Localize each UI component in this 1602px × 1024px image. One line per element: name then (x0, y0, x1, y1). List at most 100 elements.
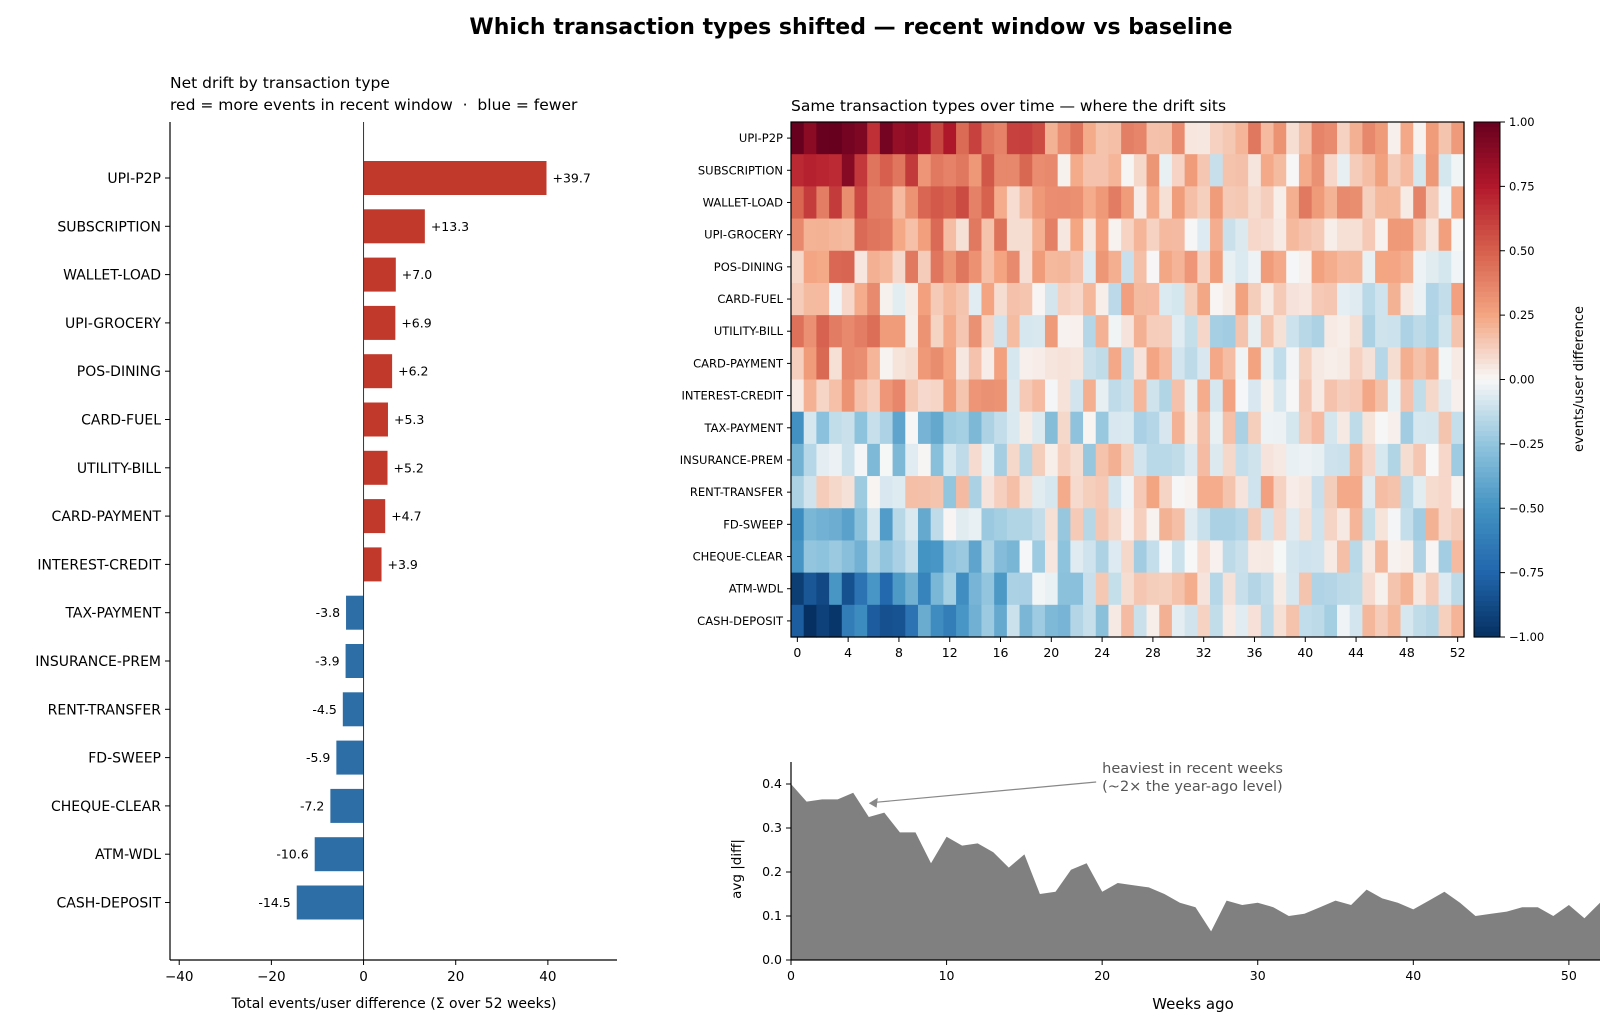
heatmap-cell (930, 508, 944, 542)
heatmap-cell (1095, 250, 1110, 284)
colorbar-segment (1474, 606, 1500, 612)
colorbar-segment (1474, 358, 1500, 365)
heatmap-cell (1273, 315, 1287, 348)
heatmap-cell (1095, 443, 1110, 477)
heatmap-cell (829, 508, 843, 542)
heatmap-cell (956, 218, 970, 252)
colorbar-segment (1474, 183, 1500, 190)
heatmap-cell (1337, 218, 1351, 252)
heatmap-cell (1159, 508, 1173, 542)
area-x-tick-label: 0 (787, 968, 795, 983)
heatmap-cell (917, 122, 932, 155)
colorbar-segment (1474, 353, 1500, 360)
heatmap-cell (968, 411, 983, 445)
heatmap-cell (1362, 476, 1376, 509)
heatmap-cell (1108, 540, 1122, 574)
heatmap-cell (879, 154, 894, 187)
heatmap-cell (930, 186, 944, 220)
heatmap-cell (1146, 443, 1160, 477)
heatmap-cell (1362, 282, 1376, 316)
heatmap-cell (994, 604, 1008, 638)
heatmap-cell (994, 411, 1008, 445)
heatmap-cell (841, 540, 856, 574)
heatmap-cell (1044, 315, 1059, 348)
heatmap-cell (1425, 315, 1440, 348)
heatmap-cell (1006, 250, 1021, 284)
heatmap-cell (1438, 476, 1452, 509)
heatmap-cell (1171, 315, 1186, 348)
colorbar-segment (1474, 364, 1500, 370)
heatmap-cell (1413, 154, 1427, 187)
col-tick-label: 40 (1297, 645, 1313, 660)
heatmap-cell (879, 540, 894, 574)
heatmap-cell (1121, 282, 1135, 316)
heatmap-cell (917, 315, 932, 348)
heatmap-cell (1438, 347, 1452, 381)
heatmap-cell (1006, 540, 1021, 574)
heatmap-cell (994, 250, 1008, 284)
heatmap-cell (1375, 572, 1389, 606)
heatmap-cell (1235, 250, 1249, 284)
heatmap-cell (892, 250, 906, 284)
colorbar-segment (1474, 472, 1500, 478)
heatmap-cell (1298, 540, 1313, 574)
heatmap-cell (1044, 508, 1059, 542)
heatmap-cell (1210, 282, 1224, 316)
heatmap-cell (829, 411, 843, 445)
heatmap-cell (1349, 604, 1364, 638)
row-label: CARD-PAYMENT (693, 356, 784, 370)
heatmap-cell (1171, 604, 1186, 638)
heatmap-cell (981, 379, 995, 413)
heatmap-cell (879, 379, 894, 413)
heatmap-cell (1210, 411, 1224, 445)
heatmap-cell (1387, 443, 1402, 477)
heatmap-cell (1019, 411, 1033, 445)
heatmap-cell (1006, 411, 1021, 445)
heatmap-cell (905, 476, 919, 509)
heatmap-cell (1324, 154, 1338, 187)
bar-value-label: -10.6 (276, 847, 308, 862)
heatmap-cell (1171, 186, 1186, 220)
heatmap-cell (1146, 604, 1160, 638)
heatmap-cell (829, 572, 843, 606)
heatmap-cell (968, 443, 983, 477)
colorbar-segment (1474, 585, 1500, 592)
heatmap-cell (1222, 186, 1237, 220)
heatmap-cell (917, 604, 932, 638)
heatmap-cell (917, 443, 932, 477)
colorbar-segment (1474, 544, 1500, 551)
heatmap-cell (1108, 604, 1122, 638)
row-label: UPI-P2P (739, 131, 783, 145)
heatmap-cell (1235, 122, 1249, 155)
heatmap-cell (1108, 218, 1122, 252)
heatmap-cell (791, 186, 805, 220)
heatmap-cell (1337, 154, 1351, 187)
heatmap-cell (1032, 379, 1046, 413)
heatmap-cell (905, 282, 919, 316)
heatmap-cell (1438, 122, 1452, 155)
heatmap-cell (1222, 154, 1237, 187)
heatmap-cell (816, 218, 830, 252)
colorbar-segment (1474, 616, 1500, 623)
heatmap-cell (1108, 154, 1122, 187)
heatmap-cell (1095, 604, 1110, 638)
heatmap-cell (1349, 476, 1364, 509)
heatmap-cell (1019, 379, 1033, 413)
heatmap-cell (1438, 379, 1452, 413)
heatmap-cell (1400, 218, 1414, 252)
heatmap-cell (1222, 250, 1237, 284)
heatmap-cell (892, 443, 906, 477)
heatmap-cell (1159, 540, 1173, 574)
heatmap-cell (1032, 604, 1046, 638)
heatmap-cell (1425, 250, 1440, 284)
heatmap-cell (1387, 250, 1402, 284)
heatmap-cell (1032, 250, 1046, 284)
heatmap-cell (1387, 476, 1402, 509)
heatmap-cell (1171, 572, 1186, 606)
heatmap-cell (943, 572, 957, 606)
heatmap-cell (1083, 443, 1097, 477)
heatmap-cell (1400, 122, 1414, 155)
col-tick-label: 28 (1145, 645, 1161, 660)
colorbar-tick-label: −0.75 (1509, 566, 1544, 580)
heatmap-cell (1451, 154, 1465, 187)
